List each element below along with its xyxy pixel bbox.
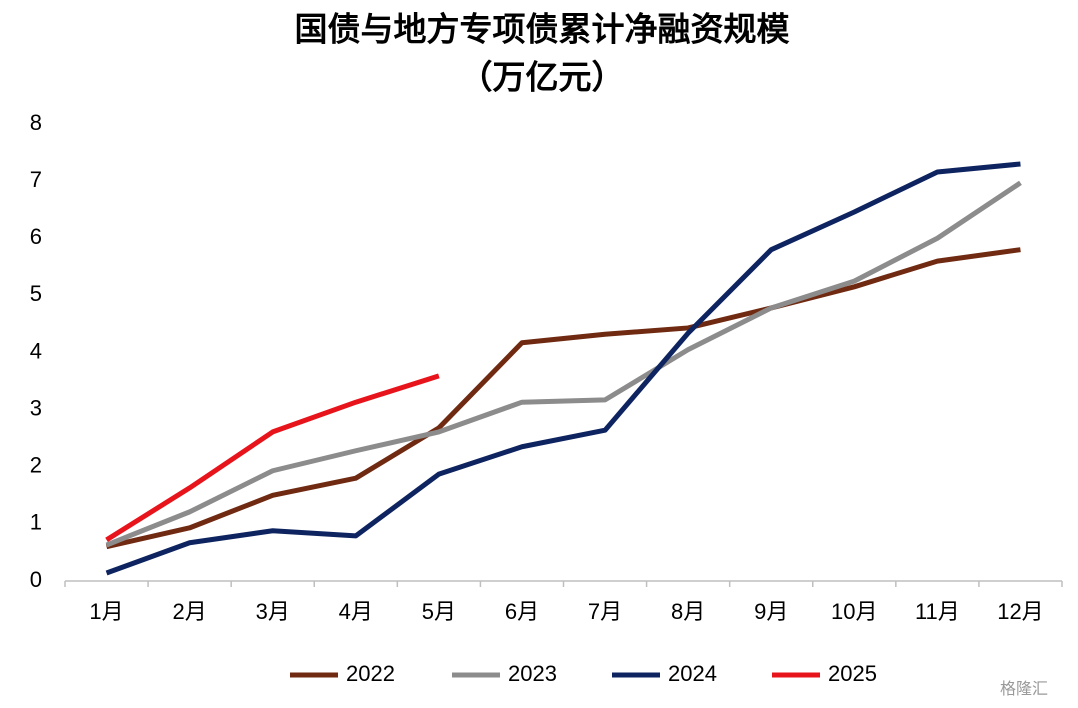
x-tick-label: 5月 <box>422 599 456 624</box>
x-tick-label: 8月 <box>671 599 705 624</box>
y-tick-label: 0 <box>30 567 42 592</box>
y-tick-label: 3 <box>30 395 42 420</box>
legend-label: 2025 <box>828 661 877 686</box>
x-tick-label: 2月 <box>173 599 207 624</box>
y-tick-label: 4 <box>30 338 42 363</box>
x-tick-label: 4月 <box>339 599 373 624</box>
y-tick-label: 6 <box>30 224 42 249</box>
chart-subtitle: （万亿元） <box>460 59 625 96</box>
y-tick-label: 2 <box>30 453 42 478</box>
x-tick-label: 7月 <box>588 599 622 624</box>
legend-label: 2022 <box>346 661 395 686</box>
legend-label: 2024 <box>668 661 717 686</box>
series-line <box>105 161 1021 576</box>
watermark: 格隆汇 <box>1000 680 1048 698</box>
x-tick-label: 6月 <box>505 599 539 624</box>
y-tick-label: 5 <box>30 281 42 306</box>
x-tick-label: 9月 <box>754 599 788 624</box>
series-line <box>105 247 1021 550</box>
y-tick-label: 7 <box>30 167 42 192</box>
x-tick-label: 3月 <box>256 599 290 624</box>
series-line <box>105 180 1022 548</box>
y-tick-label: 1 <box>30 510 42 535</box>
x-tick-label: 11月 <box>915 599 960 624</box>
series-line <box>105 373 440 542</box>
y-tick-label: 8 <box>30 110 42 135</box>
x-tick-label: 10月 <box>831 599 877 624</box>
x-tick-label: 1月 <box>89 599 123 624</box>
legend-label: 2023 <box>508 661 557 686</box>
chart-title: 国债与地方专项债累计净融资规模 <box>295 11 791 48</box>
x-tick-label: 12月 <box>997 599 1043 624</box>
